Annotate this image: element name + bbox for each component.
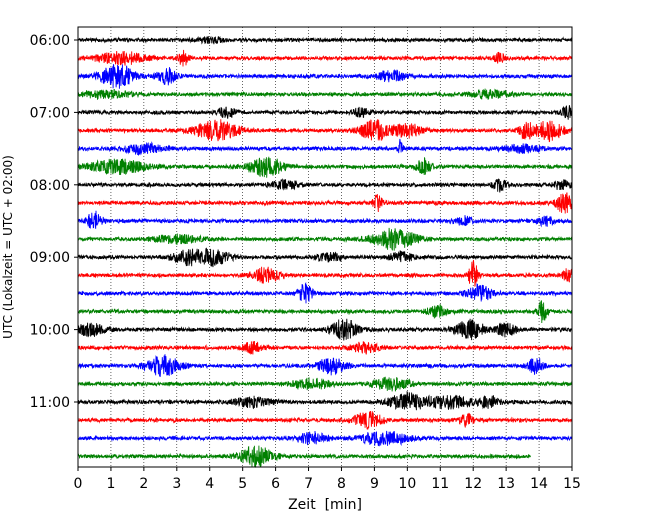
plot-frame xyxy=(77,26,573,468)
x-tick-label: 3 xyxy=(172,476,181,492)
y-tick-label: 09:00 xyxy=(30,250,70,266)
x-tick-label: 14 xyxy=(530,476,548,492)
trace-1015 xyxy=(77,340,573,355)
trace-0900 xyxy=(77,247,572,268)
y-tick-label: 08:00 xyxy=(30,178,70,194)
trace-0600 xyxy=(77,35,573,45)
y-axis-label: UTC (Lokalzeit = UTC + 02:00) xyxy=(1,155,15,339)
x-tick-label: 9 xyxy=(370,476,379,492)
trace-0630 xyxy=(77,64,573,89)
x-tick-label: 8 xyxy=(337,476,346,492)
trace-0645 xyxy=(77,88,573,100)
trace-1100 xyxy=(77,390,573,411)
trace-0745 xyxy=(77,156,573,178)
trace-0845 xyxy=(77,227,573,251)
trace-0945 xyxy=(77,300,573,324)
trace-1115 xyxy=(77,410,573,430)
x-tick-label: 2 xyxy=(139,476,148,492)
x-tick-label: 5 xyxy=(238,476,247,492)
x-tick-label: 1 xyxy=(106,476,115,492)
y-tick-label: 11:00 xyxy=(30,395,70,411)
x-tick-label: 0 xyxy=(74,476,83,492)
trace-0715 xyxy=(77,119,573,143)
x-tick-label: 10 xyxy=(398,476,416,492)
y-tick-label: 10:00 xyxy=(30,323,70,339)
trace-1045 xyxy=(77,376,573,392)
trace-0815 xyxy=(77,192,573,214)
x-tick-label: 11 xyxy=(431,476,449,492)
y-tick-label: 06:00 xyxy=(30,33,70,49)
trace-1145 xyxy=(77,445,531,468)
trace-1000 xyxy=(77,318,573,341)
x-tick-label: 6 xyxy=(271,476,280,492)
x-tick-label: 12 xyxy=(464,476,482,492)
x-axis: 0 1 2 3 4 5 6 7 8 9 10 11 12 13 14 15 xyxy=(74,467,581,492)
trace-0830 xyxy=(77,210,573,229)
trace-0930 xyxy=(77,281,573,304)
trace-0700 xyxy=(77,105,573,120)
trace-1030 xyxy=(77,354,573,377)
trace-0730 xyxy=(77,138,572,156)
x-tick-label: 15 xyxy=(563,476,581,492)
x-tick-label: 4 xyxy=(205,476,214,492)
y-tick-label: 07:00 xyxy=(30,105,70,121)
trace-group xyxy=(77,35,573,468)
x-tick-label: 13 xyxy=(497,476,515,492)
trace-0915 xyxy=(77,259,573,287)
y-axis: 06:00 07:00 08:00 09:00 10:00 11:00 xyxy=(30,33,78,411)
trace-0615 xyxy=(77,49,573,67)
trace-1130 xyxy=(77,430,573,447)
x-axis-label: Zeit [min] xyxy=(288,497,362,513)
trace-0800 xyxy=(77,178,573,193)
x-tick-label: 7 xyxy=(304,476,313,492)
